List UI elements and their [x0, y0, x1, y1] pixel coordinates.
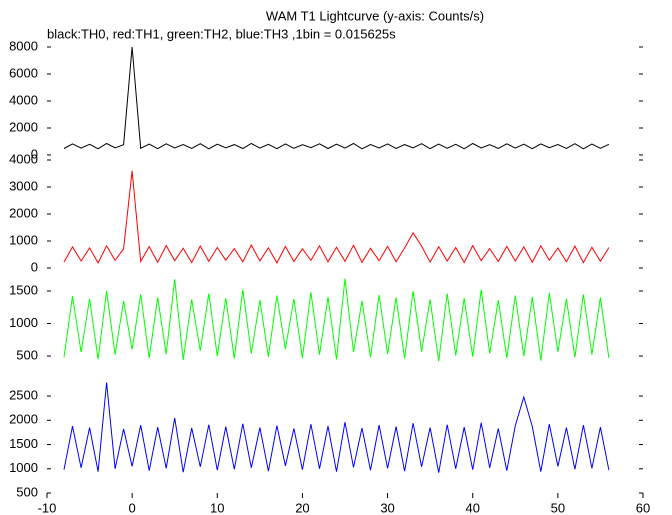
lightcurve	[63, 382, 610, 473]
y-tick-label: 500	[16, 484, 38, 499]
x-tick-label: 40	[465, 500, 479, 515]
chart-subtitle: black:TH0, red:TH1, green:TH2, blue:TH3 …	[47, 26, 396, 41]
y-tick-label: 1500	[9, 282, 38, 297]
x-tick-label: 20	[295, 500, 309, 515]
x-tick-label: 30	[380, 500, 394, 515]
x-tick-label: 60	[636, 500, 650, 515]
lightcurve	[63, 46, 610, 150]
y-tick-label: 8000	[9, 38, 38, 53]
x-tick-label: -10	[38, 500, 57, 515]
lightcurve	[63, 170, 610, 264]
y-tick-label: 1000	[9, 460, 38, 475]
chart-title: WAM T1 Lightcurve (y-axis: Counts/s)	[266, 8, 484, 23]
y-tick-label: 6000	[9, 65, 38, 80]
lightcurve	[63, 278, 610, 362]
x-tick-label: 0	[129, 500, 136, 515]
y-tick-label: 4000	[9, 92, 38, 107]
y-tick-label: 4000	[9, 151, 38, 166]
y-tick-label: 2000	[9, 412, 38, 427]
y-tick-label: 0	[31, 259, 38, 274]
y-tick-label: 2000	[9, 205, 38, 220]
y-tick-label: 1000	[9, 315, 38, 330]
y-tick-label: 0	[31, 146, 38, 161]
y-tick-label: 2500	[9, 387, 38, 402]
x-tick-label: 10	[210, 500, 224, 515]
y-tick-label: 2000	[9, 119, 38, 134]
y-tick-label: 500	[16, 347, 38, 362]
y-tick-label: 3000	[9, 178, 38, 193]
y-tick-label: 1000	[9, 232, 38, 247]
x-tick-label: 50	[551, 500, 565, 515]
y-tick-label: 1500	[9, 436, 38, 451]
